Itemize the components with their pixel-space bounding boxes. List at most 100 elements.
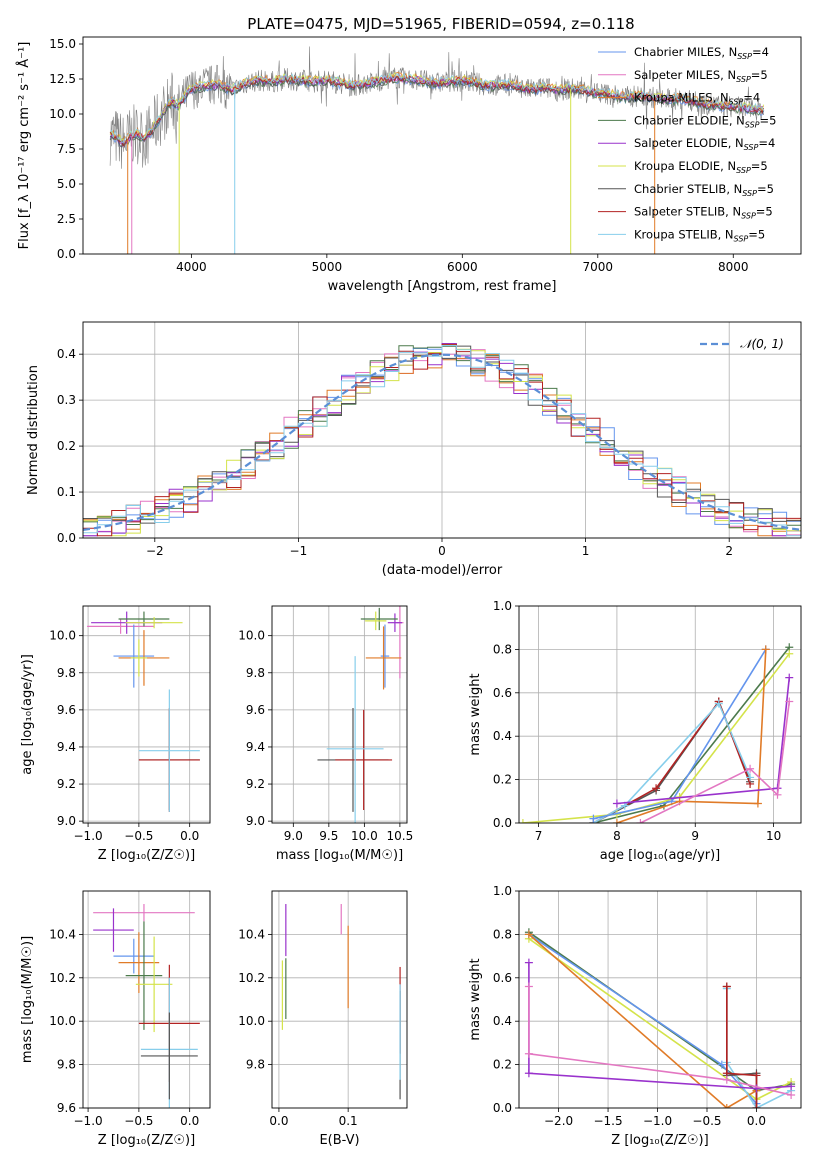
legend-label: Salpeter STELIB, NSSP=5	[634, 205, 773, 221]
legend-label: Kroupa MILES, NSSP=4	[634, 91, 760, 107]
y-tick-label: 0.6	[493, 971, 512, 985]
mass_vs_ebv-points	[281, 904, 401, 1100]
x-tick-label: −1	[290, 544, 308, 558]
mass_weight_vs_Z-axes: −2.0 −1.5 −1.0 −0.5 0.0 0.0 0.2 0.4 0.6 0.8 1.0 Z […	[468, 884, 801, 1148]
plot-frame	[518, 605, 802, 824]
y-tick-label: 0.6	[493, 686, 512, 700]
x-tick-label: 1	[582, 544, 590, 558]
y-tick-label: 9.2	[57, 777, 76, 791]
plot-frame	[82, 36, 802, 255]
y-tick-label: 0.2	[57, 439, 76, 453]
x-tick-label: −1.5	[593, 1114, 622, 1128]
y-tick-label: 9.0	[246, 814, 265, 828]
y-tick-label: 0.0	[57, 531, 76, 545]
data-point-marker	[612, 799, 621, 808]
data-point-marker	[524, 982, 533, 991]
y-tick-label: 10.4	[238, 927, 265, 941]
mass_weight_vs_Z-lines	[524, 928, 796, 1108]
x-tick-label: 7000	[583, 260, 614, 274]
y-axis-label: Normed distribution	[26, 365, 41, 495]
data-point-marker	[752, 1084, 761, 1093]
x-tick-label: 5000	[312, 260, 343, 274]
y-tick-label: 0.8	[493, 642, 512, 656]
data-point-marker	[761, 645, 770, 654]
y-tick-label: 0.3	[57, 393, 76, 407]
plot-frame	[271, 605, 408, 824]
data-point-marker	[589, 814, 598, 823]
y-tick-label: 1.0	[493, 884, 512, 898]
data-point-marker	[787, 1082, 796, 1091]
data-point-marker	[752, 1104, 761, 1108]
y-tick-label: 9.2	[246, 777, 265, 791]
legend-label: 𝒩(0, 1)	[740, 337, 784, 351]
mass_weight_vs_age-lines	[519, 643, 794, 823]
y-axis-label: mass weight	[468, 958, 483, 1040]
chart-title: PLATE=0475, MJD=51965, FIBERID=0594, z=0…	[247, 15, 634, 33]
y-tick-label: 0.4	[493, 1014, 512, 1028]
plot-frame	[271, 890, 408, 1109]
y-tick-label: 9.6	[57, 1101, 76, 1115]
model-line-kroupa_stelib	[109, 72, 765, 143]
y-tick-label: 0.0	[493, 816, 512, 830]
x-tick-label: 9.5	[319, 829, 338, 843]
y-tick-label: 9.0	[57, 814, 76, 828]
data-point-marker	[524, 930, 533, 939]
age_vs_mass-points	[317, 606, 404, 823]
x-axis-label: Z [log₁₀(Z/Z☉)]	[98, 1133, 195, 1148]
x-axis-label: wavelength [Angstrom, rest frame]	[328, 279, 557, 294]
x-tick-label: 0.1	[339, 1114, 358, 1128]
y-tick-label: 10.4	[49, 927, 76, 941]
x-tick-label: 9.0	[284, 829, 303, 843]
series-line-kroupa_elodie	[522, 653, 790, 823]
y-tick-label: 10.0	[238, 629, 265, 643]
x-tick-label: 10.0	[351, 829, 378, 843]
data-point-marker	[524, 958, 533, 967]
x-tick-label: −2	[146, 544, 164, 558]
x-tick-label: 8	[613, 829, 621, 843]
y-tick-label: 1.0	[493, 599, 512, 613]
spectrum-axes: 4000 5000 6000 7000 8000 0.0 2.5 5.0 7.5 10.0 12.5…	[16, 37, 749, 294]
x-tick-label: 6000	[447, 260, 478, 274]
y-tick-label: 9.4	[57, 740, 76, 754]
y-tick-label: 9.6	[246, 703, 265, 717]
series-line-kroupa_miles	[616, 649, 767, 823]
plot-frame	[82, 605, 211, 824]
x-tick-label: 4000	[176, 260, 207, 274]
x-tick-label: −0.5	[692, 1114, 721, 1128]
x-axis-label: Z [log₁₀(Z/Z☉)]	[611, 1133, 708, 1148]
y-tick-label: 7.5	[57, 142, 76, 156]
data-point-marker	[746, 773, 755, 782]
x-tick-label: 9	[691, 829, 699, 843]
plot-frame	[82, 890, 211, 1109]
data-point-marker	[785, 673, 794, 682]
x-tick-label: 0.0	[747, 1114, 766, 1128]
y-tick-label: 10.0	[49, 107, 76, 121]
x-tick-label: 10	[766, 829, 781, 843]
data-point-marker	[753, 799, 762, 808]
data-point-marker	[722, 1075, 731, 1084]
model-line-chabrier_stelib	[110, 75, 765, 149]
y-axis-label: mass weight	[468, 673, 483, 755]
y-axis-label: mass [log₁₀(M/M☉)]	[20, 936, 35, 1063]
y-tick-label: 2.5	[57, 212, 76, 226]
data-point-marker	[524, 1069, 533, 1078]
x-tick-label: 10.5	[387, 829, 414, 843]
y-tick-label: 0.4	[57, 347, 76, 361]
y-tick-label: 15.0	[49, 37, 76, 51]
x-tick-label: 0	[438, 544, 446, 558]
x-axis-label: mass [log₁₀(M/M☉)]	[276, 848, 403, 863]
y-tick-label: 10.0	[49, 1014, 76, 1028]
plot-frame	[82, 321, 802, 539]
mass_vs_Z-axes: −1.0 −0.5 0.0 9.6 9.8 10.0 10.2 10.4 Z [log₁₀(Z/…	[20, 891, 210, 1148]
data-point-marker	[519, 819, 527, 823]
x-axis-label: age [log₁₀(age/yr)]	[600, 848, 721, 863]
y-tick-label: 9.8	[57, 666, 76, 680]
x-tick-label: −2.0	[544, 1114, 573, 1128]
y-tick-label: 9.8	[246, 666, 265, 680]
data-point-marker	[785, 697, 794, 706]
data-point-marker	[524, 1049, 533, 1058]
x-tick-label: −1.0	[643, 1114, 672, 1128]
y-tick-label: 9.8	[57, 1058, 76, 1072]
histograms	[83, 343, 801, 538]
